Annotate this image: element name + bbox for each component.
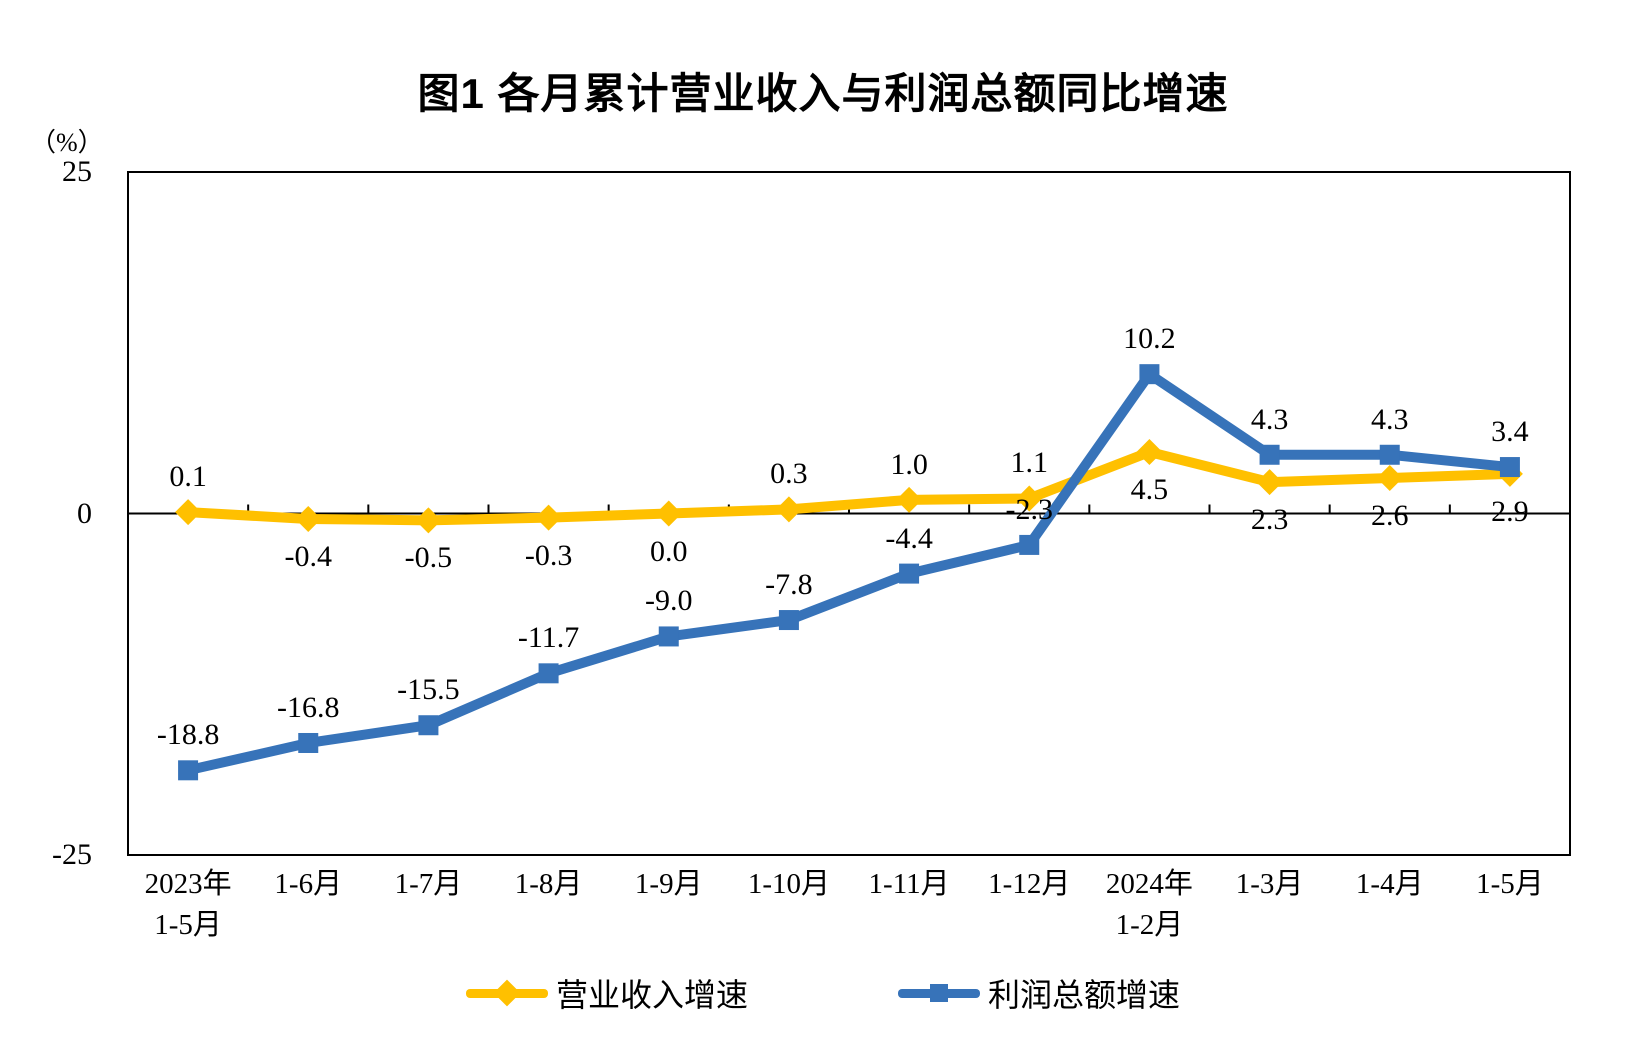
marker-square — [658, 626, 679, 647]
legend-label-revenue: 营业收入增速 — [555, 977, 748, 1013]
marker-diamond — [1256, 469, 1283, 496]
legend-label-profit: 利润总额增速 — [988, 977, 1181, 1013]
marker-square — [778, 610, 799, 631]
marker-square — [298, 732, 319, 753]
legend: 营业收入增速 利润总额增速 — [0, 970, 1646, 1016]
marker-square — [1259, 444, 1280, 465]
marker-square — [1379, 444, 1400, 465]
marker-square — [538, 663, 559, 684]
marker-square — [1139, 364, 1160, 385]
marker-diamond — [535, 504, 562, 531]
marker-square — [1499, 457, 1520, 478]
marker-diamond — [1016, 485, 1043, 512]
marker-diamond — [896, 486, 923, 513]
legend-item-profit: 利润总额增速 — [898, 970, 1180, 1016]
marker-diamond — [1376, 464, 1403, 491]
chart-title: 图1 各月累计营业收入与利润总额同比增速 — [417, 70, 1229, 117]
marker-diamond — [655, 500, 682, 527]
marker-square — [418, 715, 439, 736]
legend-line-sample-profit — [898, 984, 980, 1002]
marker-diamond — [415, 507, 442, 534]
marker-diamond — [175, 499, 202, 526]
marker-diamond — [295, 505, 322, 532]
legend-item-revenue: 营业收入增速 — [465, 970, 748, 1016]
marker-square — [899, 563, 920, 584]
marker-square — [1019, 534, 1040, 555]
marker-diamond — [775, 496, 802, 523]
marker-square — [178, 760, 199, 781]
series-line-0 — [183, 447, 1515, 526]
series-line-1 — [183, 369, 1515, 776]
legend-line-sample-revenue — [465, 979, 548, 1007]
legend-square-icon — [930, 984, 948, 1002]
y-axis-unit-label: （%） — [30, 128, 104, 157]
legend-diamond-icon — [493, 979, 521, 1007]
marker-diamond — [1136, 439, 1163, 466]
